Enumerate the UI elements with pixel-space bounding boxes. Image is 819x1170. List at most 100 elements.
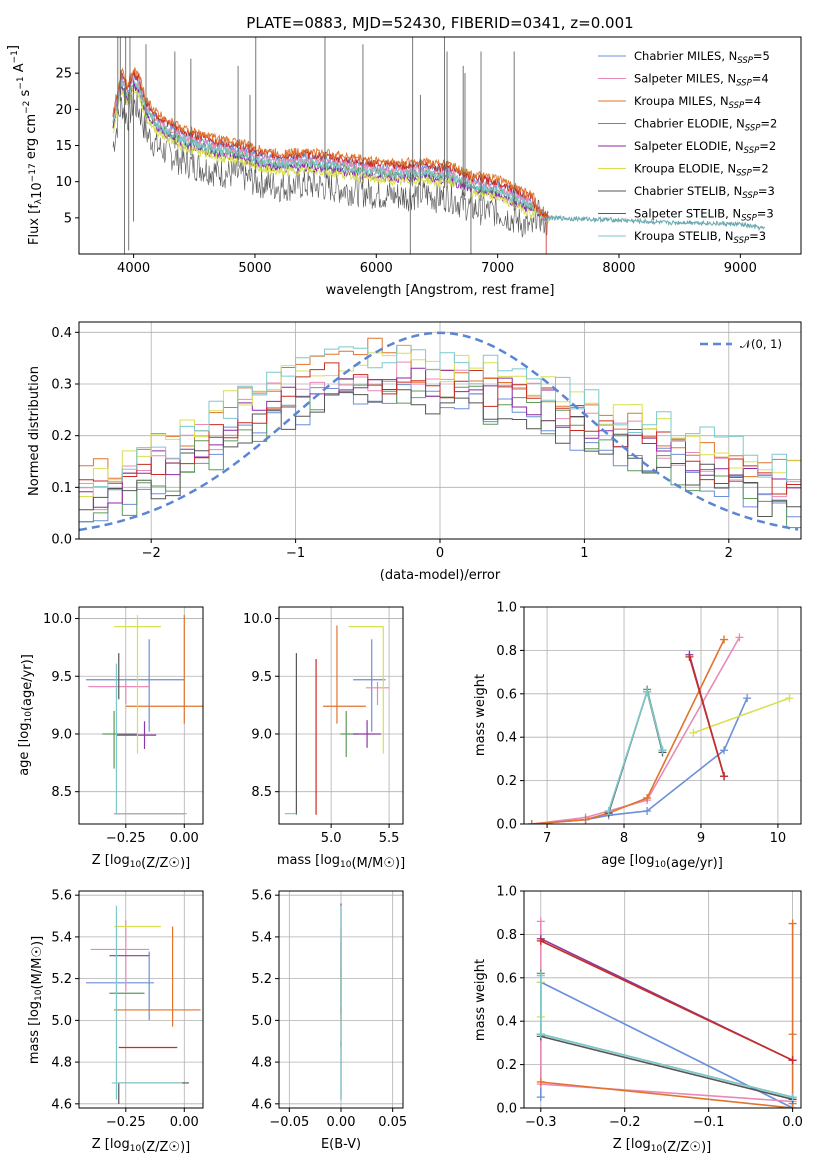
label-sup: −1 [10, 50, 20, 63]
x-axis-label: (data-model)/error [380, 568, 501, 583]
y-tick-label: 5.2 [251, 972, 272, 987]
legend-n: =2 [759, 139, 776, 153]
y-tick-label: 5.6 [51, 889, 72, 904]
label-part: age [ [601, 853, 634, 868]
plus-marker [536, 971, 545, 980]
y-axis-label: age [log10(age/yr)] [17, 654, 35, 776]
y-axis-label: Normed distribution [27, 366, 42, 496]
label-part: E(B-V) [321, 1137, 361, 1152]
plus-marker [689, 728, 698, 737]
y-tick-label: 25 [55, 67, 72, 82]
plus-marker [788, 1093, 797, 1102]
y-tick-label: 0.0 [496, 818, 517, 833]
mass-weight-series-5 [693, 697, 790, 734]
plus-marker [536, 936, 545, 945]
legend-model: Kroupa ELODIE, N [634, 162, 736, 176]
y-tick-label: 0.4 [496, 731, 517, 746]
label-part: log [635, 853, 655, 868]
y-tick-label: 0.8 [496, 928, 517, 943]
plus-marker [743, 694, 752, 703]
label-part: mass [ [27, 1021, 42, 1064]
label-part: Normed distribution [27, 366, 42, 496]
legend: 𝒩(0, 1) [700, 337, 782, 351]
y-tick-label: 20 [55, 103, 72, 118]
spectrum-series-4 [112, 83, 549, 222]
plus-marker [720, 746, 729, 755]
x-tick-label: −0.05 [269, 1115, 309, 1130]
x-axis-label: wavelength [Angstrom, rest frame] [326, 283, 555, 298]
y-axis-label: mass [log10(M/M☉)] [27, 936, 45, 1064]
x-axis-label: Z [log10(Z/Z☉)] [613, 1137, 711, 1155]
legend-n: =3 [757, 207, 774, 221]
x-tick-label: 9000 [724, 261, 757, 276]
legend-sub: SSP [734, 236, 750, 246]
y-tick-label: 5.4 [51, 930, 72, 945]
plus-marker [735, 633, 744, 642]
label-sup: −1 [16, 76, 26, 89]
legend-label: Salpeter STELIB, NSSP=3 [634, 207, 774, 224]
legend-n: =4 [744, 94, 761, 108]
y-tick-label: 0.6 [496, 971, 517, 986]
histogram-series-6 [79, 379, 801, 517]
legend-label: 𝒩(0, 1) [740, 337, 782, 351]
y-tick-label: 4.6 [251, 1097, 272, 1112]
x-axis-label: Z [log10(Z/Z☉)] [92, 1137, 190, 1155]
label-part: log [17, 723, 32, 743]
label-part: (data-model)/error [380, 568, 501, 583]
label-sub: 10 [340, 860, 352, 870]
x-tick-label: 7000 [481, 261, 514, 276]
axes-frame [78, 890, 204, 1109]
label-part: log [320, 853, 340, 868]
x-tick-label: 5000 [238, 261, 271, 276]
legend-model: Chabrier ELODIE, N [634, 117, 745, 131]
label-part: mass weight [473, 674, 488, 756]
y-tick-label: 15 [55, 139, 72, 154]
label-part: Flux [f [27, 204, 42, 245]
y-tick-label: 4.8 [51, 1056, 72, 1071]
x-axis-label: mass [log10(M/M☉)] [277, 853, 405, 871]
x-tick-label: 0.00 [327, 1115, 356, 1130]
y-tick-label: 0.1 [51, 481, 72, 496]
legend-label: Salpeter MILES, NSSP=4 [634, 72, 769, 89]
y-axis-label: Flux [fλ10−17 erg cm−2 s−1 A−1] [6, 45, 45, 245]
y-tick-label: 0.0 [496, 1102, 517, 1117]
legend-n: =2 [752, 162, 769, 176]
legend-sub: SSP [736, 169, 752, 179]
x-tick-label: −0.3 [525, 1115, 557, 1130]
x-axis-label: age [log10(age/yr)] [601, 853, 723, 871]
plus-marker [536, 1030, 545, 1039]
legend-sub: SSP [742, 191, 758, 201]
x-tick-label: 1 [580, 546, 588, 561]
x-axis-label: Z [log10(Z/Z☉)] [92, 853, 190, 871]
label-part: Z [ [92, 853, 110, 868]
mass-weight-series-7 [540, 940, 793, 1062]
x-tick-label: 9 [697, 831, 705, 846]
label-sup: −2 [22, 101, 32, 114]
y-axis-label: mass weight [473, 674, 488, 756]
y-tick-label: 9.0 [251, 727, 272, 742]
legend-sub: SSP [729, 101, 745, 111]
y-tick-label: 5.6 [251, 889, 272, 904]
legend-label: Salpeter ELODIE, NSSP=2 [634, 139, 776, 156]
spectrum-series-2 [112, 67, 549, 221]
mass-weight-series-8 [540, 975, 793, 1098]
x-tick-label: 6000 [360, 261, 393, 276]
label-part: ] [6, 45, 21, 50]
histogram-series-7 [79, 362, 801, 495]
histogram-series-8 [79, 345, 801, 488]
spectrum-series-6 [112, 92, 549, 238]
label-sub: 10 [654, 860, 666, 870]
y-tick-label: 8.5 [51, 785, 72, 800]
plus-marker [604, 806, 613, 815]
spectrum-series-8 [112, 80, 549, 224]
plus-marker [581, 815, 590, 824]
label-part: (Z/Z☉)] [141, 856, 190, 871]
axes-residuals: −2 −1 0 1 2 0.0 0.1 0.2 0.3 0.4 (data-model)/error… [27, 321, 802, 583]
plot-area-mass-weight-vs-Z [536, 917, 797, 1108]
y-tick-label: 5.0 [251, 1014, 272, 1029]
histogram-series-5 [79, 352, 801, 497]
axes-age-vs-Z: −0.25 0.008.59.09.510.0Z [log10(Z/Z☉)]age… [17, 606, 204, 871]
